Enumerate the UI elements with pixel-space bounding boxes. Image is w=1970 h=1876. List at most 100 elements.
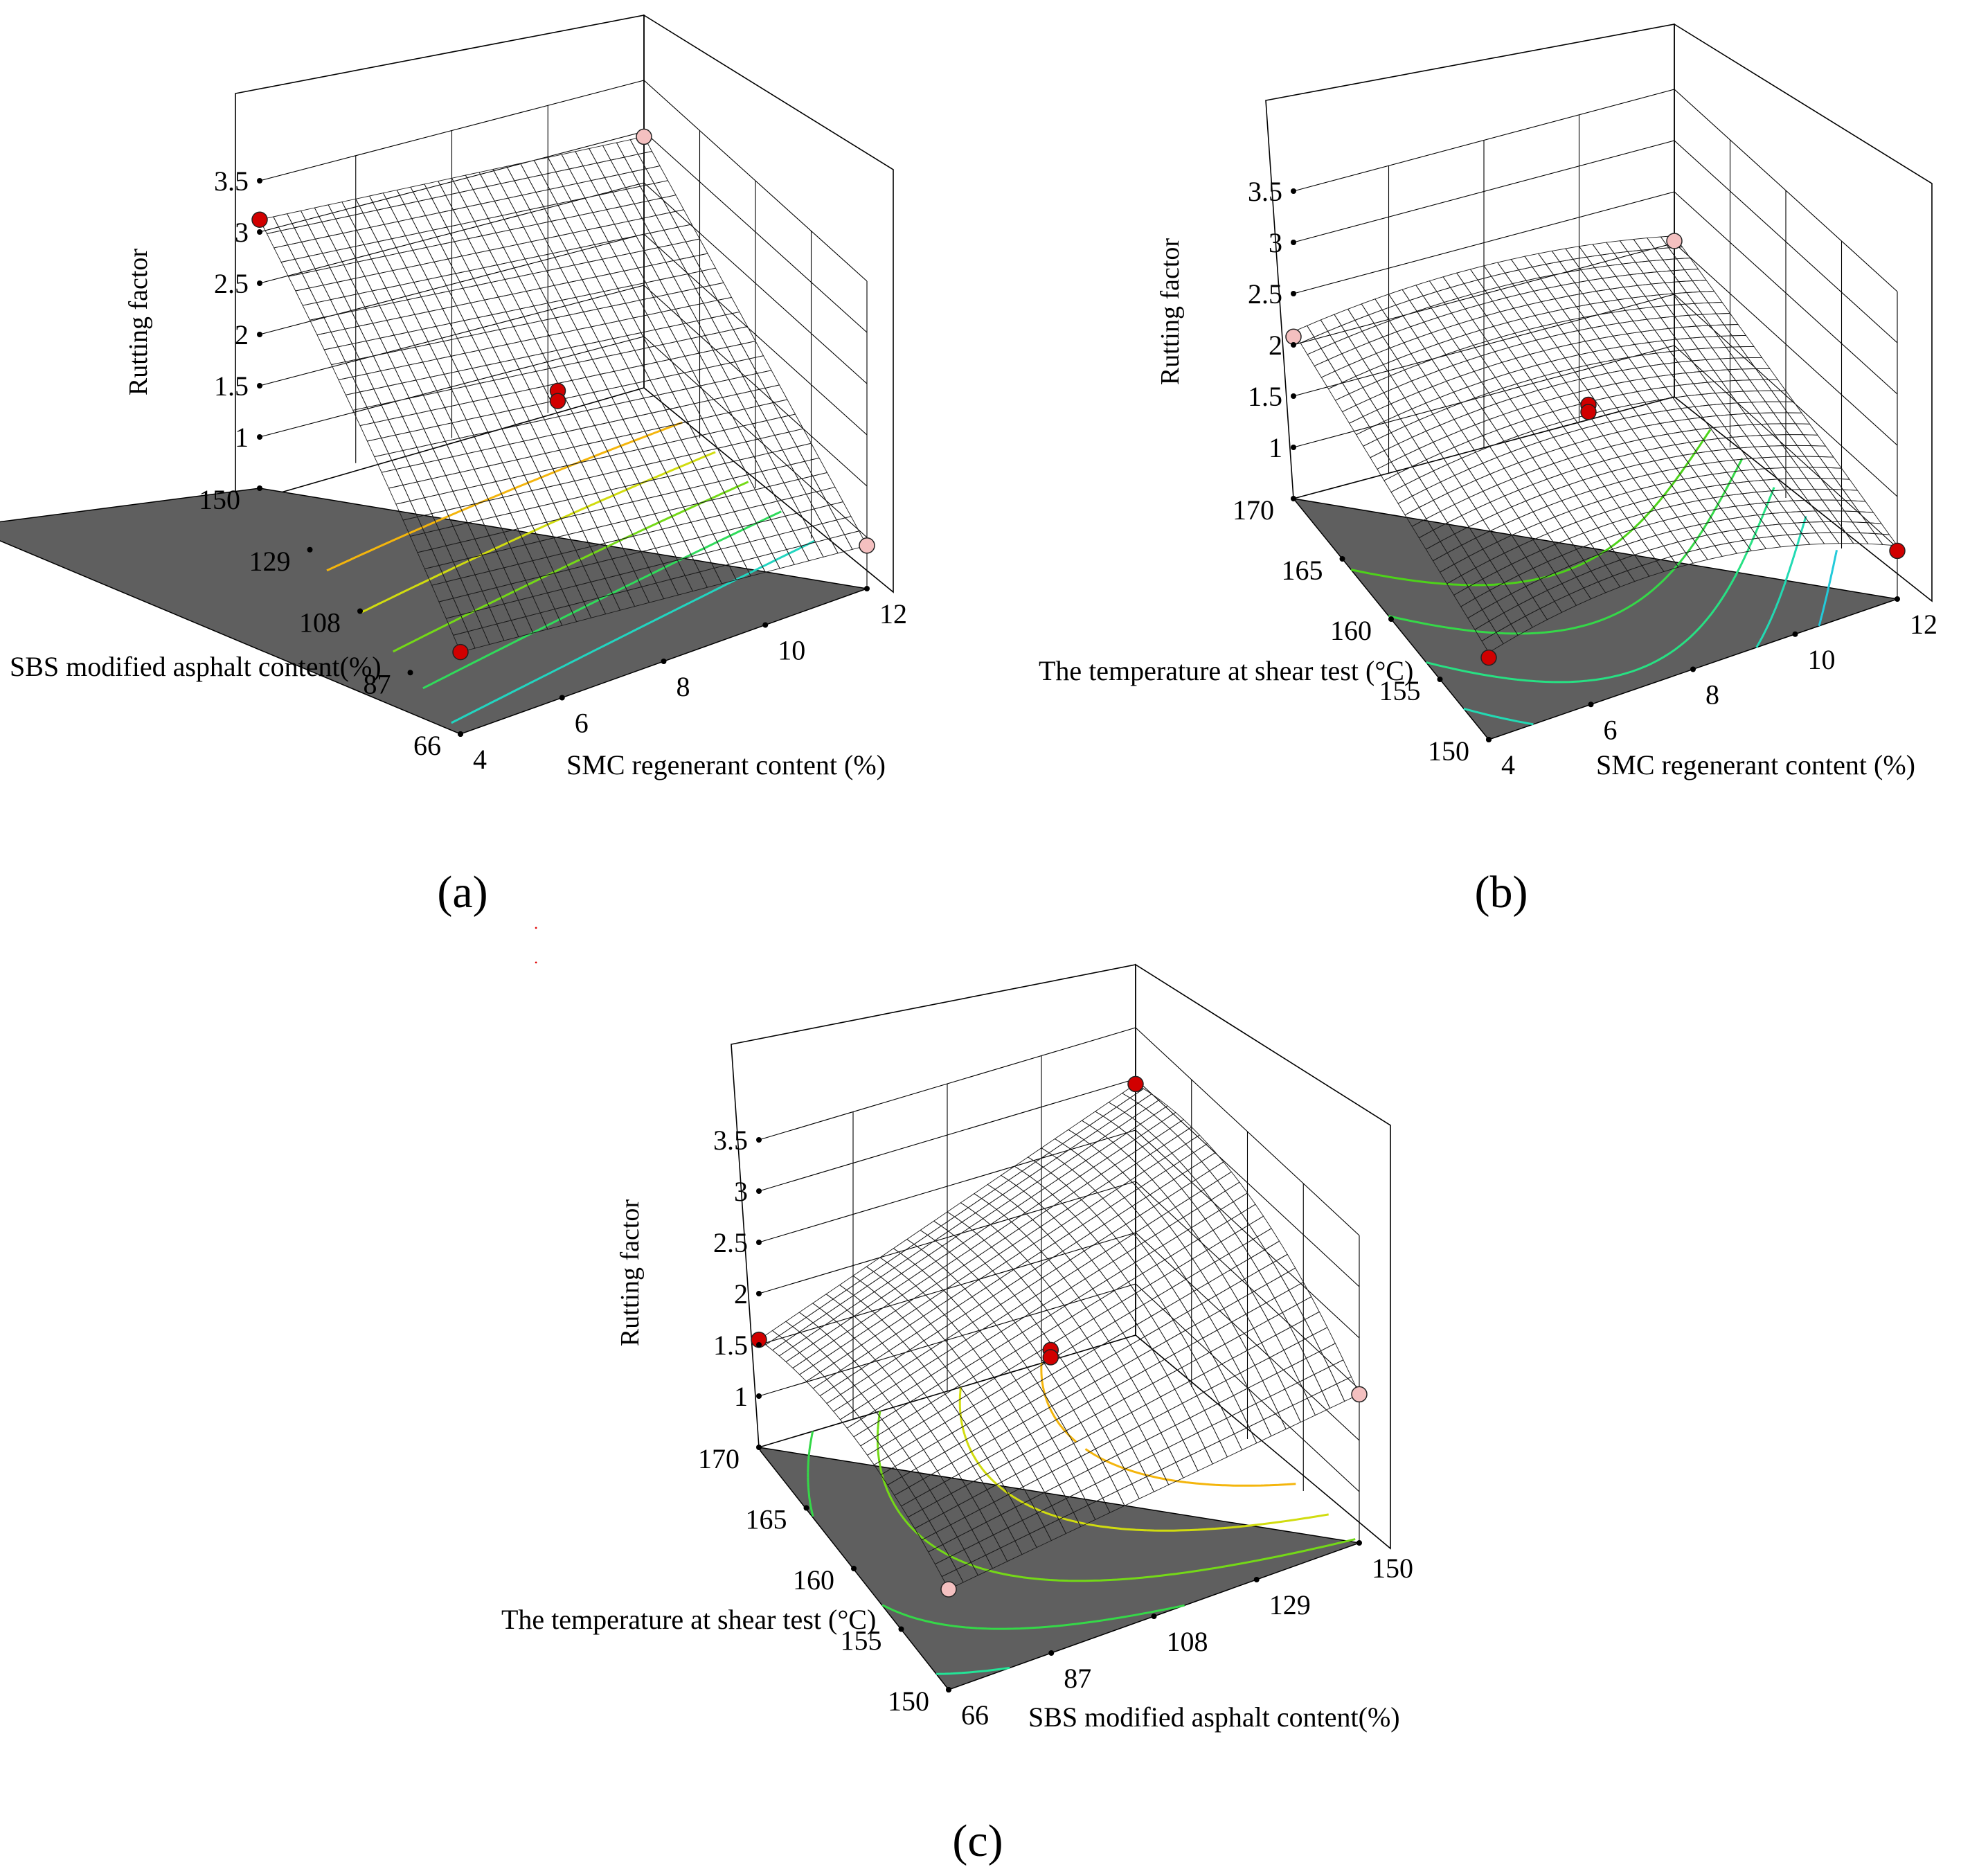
panel-c-surface-cell: [1095, 1440, 1118, 1463]
panel-b-surface-cell: [1596, 446, 1619, 461]
panel-b-surface-cell: [1368, 337, 1391, 354]
panel-a-contour-line: [326, 421, 683, 572]
panel-c-surface-cell: [1233, 1192, 1256, 1214]
panel-c-surface-cell: [1167, 1402, 1191, 1426]
panel-a-surface-cell: [424, 494, 447, 515]
panel-b-surface-cell: [1423, 316, 1446, 334]
panel-c-surface-cell: [1064, 1297, 1087, 1317]
panel-c-surface-cell: [1049, 1277, 1072, 1297]
panel-c-surface-cell: [1136, 1316, 1160, 1337]
panel-c-surface-cell: [1100, 1164, 1124, 1182]
panel-c-surface-cell: [1123, 1391, 1147, 1413]
panel-b-surface-cell: [1397, 495, 1420, 516]
panel-b-surface-cell: [1341, 347, 1363, 366]
panel-a-design-point: [636, 128, 652, 145]
panel-c-surface-cell: [980, 1377, 1003, 1398]
panel-c-surface-cell: [993, 1313, 1016, 1332]
panel-b-contour-line: [1350, 429, 1712, 587]
panel-b-surface-cell: [1501, 332, 1523, 348]
panel-b-surface-cell: [1511, 500, 1534, 519]
panel-b-x-tick-label: 4: [1501, 749, 1515, 780]
panel-c-surface-cell: [1134, 1253, 1158, 1274]
panel-b-surface-cell: [1447, 429, 1469, 448]
panel-c-surface-cell: [1139, 1206, 1163, 1226]
panel-b-y-tick-label: 150: [1428, 735, 1469, 767]
panel-b-z-gridline: [1293, 294, 1898, 497]
panel-a-z-tick-label: 1.5: [214, 370, 249, 402]
panel-b-z-tick-label: 1: [1269, 432, 1282, 463]
chart-panel-a: 1 1.5 2 2.5 3 3.5 4 6 8 10 12 66 87 108 129 150 Rutting…: [0, 14, 907, 918]
panel-b-surface-cell: [1627, 539, 1650, 555]
panel-b-surface-cell: [1480, 377, 1503, 393]
panel-b-surface-cell: [1602, 431, 1626, 447]
panel-b-surface-cell: [1417, 332, 1440, 349]
panel-c-surface-cell: [1143, 1295, 1166, 1317]
panel-b-z-tick-mark: [1291, 188, 1296, 194]
panel-c-surface-cell: [1008, 1332, 1030, 1352]
panel-b-surface-cell: [1550, 357, 1573, 373]
panel-c-surface-cell: [1189, 1410, 1213, 1433]
panel-b-surface-cell: [1711, 346, 1735, 359]
panel-c-x-tick-label: 150: [1372, 1553, 1413, 1584]
panel-c-surface-cell: [951, 1339, 974, 1359]
panel-b-surface-cell: [1355, 398, 1378, 418]
panel-b-surface-cell: [1439, 391, 1462, 409]
panel-c-surface-cell: [1047, 1225, 1070, 1243]
panel-b-surface-cell: [1723, 324, 1747, 337]
panel-c-z-tick-mark: [756, 1137, 762, 1143]
panel-b-surface-cell: [1521, 339, 1545, 355]
panel-c-surface-cell: [1128, 1273, 1151, 1294]
panel-c-surface-cell: [1008, 1391, 1031, 1411]
panel-c-surface-cell: [1090, 1224, 1113, 1243]
panel-c-surface-cell: [987, 1388, 1010, 1409]
panel-c-surface-cell: [951, 1454, 974, 1475]
panel-b-surface-cell: [1395, 300, 1417, 316]
panel-c-surface-cell: [1082, 1215, 1105, 1234]
panel-c-surface-cell: [1102, 1454, 1125, 1477]
panel-c-surface-cell: [1188, 1373, 1212, 1397]
stray-mark-2: •: [535, 958, 537, 967]
panel-c-surface-cell: [1057, 1316, 1080, 1337]
panel-a-z-tick-label: 2.5: [214, 268, 249, 299]
panel-a-z-tick-mark: [257, 178, 262, 184]
panel-c-surface-cell: [1037, 1405, 1060, 1427]
panel-c-surface-cell: [1107, 1301, 1130, 1322]
panel-c-surface-cell: [1145, 1188, 1169, 1207]
panel-c-z-tick-mark: [756, 1393, 762, 1399]
panel-c-surface-cell: [938, 1403, 960, 1423]
panel-c-y-axis-label: The temperature at shear test (°C): [501, 1604, 876, 1635]
panel-c-surface-cell: [1196, 1387, 1220, 1411]
panel-b-surface-cell: [1474, 419, 1498, 436]
panel-c-surface-cell: [1027, 1251, 1050, 1270]
panel-c-surface-cell: [1131, 1440, 1154, 1463]
panel-b-surface-cell: [1790, 456, 1814, 468]
panel-a-surface-cell: [815, 537, 839, 557]
panel-c-surface-cell: [1211, 1418, 1235, 1442]
panel-c-surface-cell: [1175, 1197, 1198, 1218]
panel-b-z-tick-mark: [1291, 342, 1296, 348]
panel-c-surface-cell: [1167, 1439, 1191, 1463]
panel-a-z-tick-label: 3.5: [214, 166, 249, 197]
panel-b-surface-cell: [1595, 421, 1618, 436]
panel-b-y-tick-mark: [1388, 616, 1394, 622]
panel-a-surface-cell: [287, 273, 310, 292]
panel-c-surface-cell: [1116, 1411, 1140, 1434]
panel-c-surface-cell: [1079, 1166, 1102, 1184]
panel-b-z-tick-mark: [1291, 240, 1296, 245]
panel-c-surface-cell: [888, 1366, 911, 1385]
panel-c-x-tick-label: 108: [1167, 1626, 1208, 1657]
panel-c-z-tick-mark: [756, 1188, 762, 1194]
panel-a-y-axis-label: SBS modified asphalt content(%): [10, 651, 382, 682]
panel-b-surface-cell: [1821, 499, 1845, 512]
panel-b-surface-cell: [1504, 490, 1527, 508]
panel-c-surface-cell: [908, 1449, 931, 1469]
panel-a-z-tick-label: 2: [235, 319, 249, 350]
panel-c-surface-cell: [1066, 1389, 1089, 1411]
panel-b-surface-cell: [1383, 386, 1406, 404]
panel-c-surface-cell: [1069, 1250, 1093, 1270]
panel-c-surface-cell: [1151, 1307, 1174, 1329]
panel-b-surface-cell: [1619, 503, 1642, 519]
panel-b-surface-cell: [1424, 370, 1447, 387]
panel-c-surface-cell: [1015, 1402, 1039, 1423]
panel-c-surface-cell: [1073, 1369, 1095, 1391]
